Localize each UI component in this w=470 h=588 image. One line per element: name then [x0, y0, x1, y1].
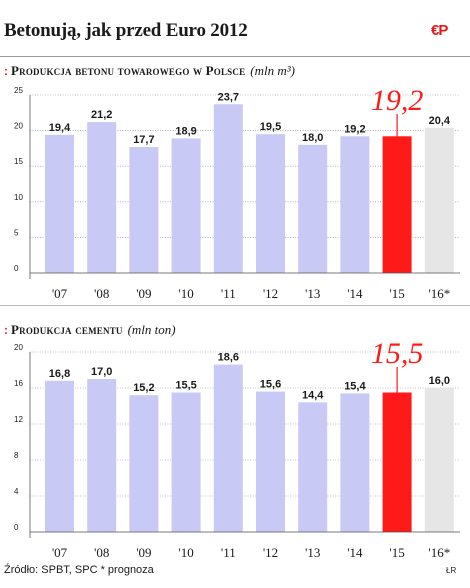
chart-1-y-tick-label: 15 [14, 157, 23, 166]
chart-2-value-label: 18,6 [218, 352, 239, 364]
chart-2-bar-6 [298, 402, 328, 532]
chart-1-bar-2 [129, 146, 159, 273]
publisher-logo: €P [431, 22, 448, 39]
chart-2-value-label: 15,5 [175, 380, 196, 392]
chart-1-x-tick-label: '16* [428, 286, 450, 301]
chart-2-bar-3 [171, 392, 201, 532]
chart-1-bar-9 [424, 127, 454, 273]
chart-2-bar-7 [340, 393, 370, 532]
chart-2-value-label: 17,0 [91, 366, 112, 378]
chart-2-bar-5 [256, 391, 285, 532]
chart-1-bar-3 [171, 138, 201, 273]
chart-1-bar-8 [382, 136, 412, 273]
chart-2-value-label: 15,6 [260, 379, 281, 391]
chart-2-x-tick-label: '12 [263, 545, 278, 560]
chart-1-title: : Produkcja betonu towarowego w Polsce (ml… [4, 63, 295, 79]
chart-2-value-label: 15,2 [133, 382, 154, 394]
chart-1-x-tick-label: '12 [263, 286, 278, 301]
chart-2-x-tick-label: '11 [221, 545, 236, 560]
chart-2-unit: (mln ton) [127, 322, 176, 337]
chart-2-x-tick-label: '16* [428, 545, 450, 560]
chart-2-title: : Produkcja cementu (mln ton) [4, 322, 176, 338]
concrete-production-chart: 0 5 10 15 20 25 19,4 '07 21,2 '08 17,7 '09 18,9 '10 23… [14, 84, 460, 301]
chart-1-highlight-value-label: 19,2 [371, 84, 424, 117]
chart-2-value-label: 15,4 [344, 380, 366, 392]
chart-1-title-text: Produkcja betonu towarowego w Polsce [11, 63, 246, 78]
chart-1-value-label: 18,9 [175, 125, 196, 137]
chart-1-bar-1 [87, 122, 117, 273]
chart-1-x-tick-label: '11 [221, 286, 236, 301]
chart-2-x-tick-label: '14 [347, 545, 363, 560]
chart-1-y-tick-label: 10 [14, 193, 23, 202]
chart-2-x-tick-label: '07 [52, 545, 68, 560]
source-note: Źródło: SPBT, SPC * prognoza [4, 564, 154, 576]
chart-2-y-tick-label: 4 [14, 487, 19, 496]
chart-2-x-tick-label: '13 [305, 545, 320, 560]
chart-1-x-tick-label: '15 [389, 286, 404, 301]
chart-2-bar-1 [87, 379, 117, 532]
chart-2-value-label: 16,8 [49, 368, 70, 380]
chart-1-x-tick-label: '08 [94, 286, 109, 301]
chart-2-y-tick-label: 8 [14, 451, 19, 460]
chart-2-y-tick-label: 20 [14, 343, 23, 352]
chart-2-bar-0 [45, 380, 74, 532]
chart-2-value-label: 16,0 [429, 375, 450, 387]
chart-1-x-tick-label: '14 [347, 286, 363, 301]
chart-2-bar-8 [382, 392, 412, 532]
chart-1-bar-0 [45, 134, 74, 273]
chart-1-bar-7 [340, 136, 370, 273]
chart-2-title-marker: : [4, 323, 8, 337]
chart-2-bar-9 [424, 388, 454, 532]
chart-1-y-tick-label: 0 [14, 264, 19, 273]
chart-1-x-tick-label: '10 [178, 286, 193, 301]
chart-1-x-tick-label: '09 [136, 286, 151, 301]
chart-1-y-tick-label: 20 [14, 122, 23, 131]
chart-1-value-label: 18,0 [302, 132, 323, 144]
chart-1-y-tick-label: 25 [14, 86, 23, 95]
chart-2-x-tick-label: '09 [136, 545, 151, 560]
chart-1-value-label: 23,7 [218, 91, 239, 103]
chart-2-title-text: Produkcja cementu [11, 322, 123, 337]
chart-1-value-label: 19,2 [344, 123, 365, 135]
top-divider [0, 56, 470, 57]
chart-1-x-tick-label: '13 [305, 286, 320, 301]
chart-1-y-tick-label: 5 [14, 228, 19, 237]
author-credit: ŁR [446, 566, 457, 575]
chart-2-x-tick-label: '08 [94, 545, 109, 560]
chart-1-value-label: 17,7 [133, 134, 154, 146]
chart-1-value-label: 20,4 [429, 115, 451, 127]
section-divider [0, 305, 470, 306]
chart-2-value-label: 14,4 [302, 389, 324, 401]
chart-1-value-label: 19,4 [49, 122, 71, 134]
chart-1-title-marker: : [4, 64, 8, 78]
chart-2-y-tick-label: 0 [14, 523, 19, 532]
chart-2-bar-4 [213, 364, 243, 532]
chart-2-y-tick-label: 12 [14, 415, 23, 424]
chart-1-x-tick-label: '07 [52, 286, 68, 301]
chart-2-highlight-value-label: 15,5 [371, 337, 424, 370]
chart-2-y-tick-label: 16 [14, 379, 23, 388]
chart-2-bar-2 [129, 395, 159, 532]
chart-1-bar-4 [213, 104, 243, 273]
chart-2-x-tick-label: '15 [389, 545, 404, 560]
chart-2-x-tick-label: '10 [178, 545, 193, 560]
chart-1-unit: (mln m³) [250, 63, 295, 78]
chart-1-bar-5 [256, 134, 285, 273]
page-title: Betonują, jak przed Euro 2012 [4, 20, 248, 41]
chart-1-value-label: 21,2 [91, 109, 112, 121]
chart-1-bar-6 [298, 144, 328, 273]
chart-1-value-label: 19,5 [260, 121, 281, 133]
